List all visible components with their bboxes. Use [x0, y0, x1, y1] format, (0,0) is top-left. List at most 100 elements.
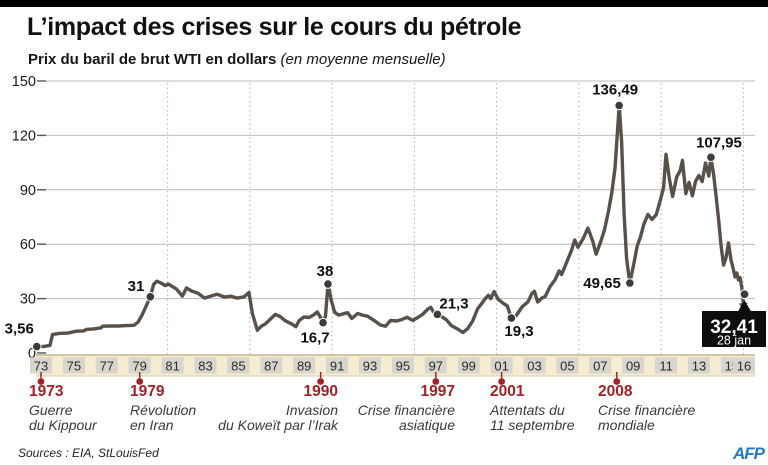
- x-axis-year-label: 89: [297, 359, 311, 374]
- year-tick-box: [359, 357, 381, 374]
- data-point-dot: [432, 309, 443, 320]
- x-axis-year-label: 97: [429, 359, 443, 374]
- callout-box: [702, 311, 766, 347]
- chart-subtitle: Prix du baril de brut WTI en dollars (en…: [28, 51, 446, 68]
- callout-date: 28 jan: [717, 334, 751, 348]
- crisis-line: du Kippour: [29, 416, 97, 433]
- x-axis-year-label: 85: [231, 359, 245, 374]
- crisis-line: Attentats du: [490, 402, 565, 418]
- year-tick-box: [490, 357, 513, 374]
- x-axis-year-label: 79: [132, 359, 146, 374]
- x-axis-year-label: 81: [165, 359, 179, 374]
- year-tick-box: [30, 357, 52, 374]
- latest-point-dot: [739, 289, 750, 300]
- crisis-annotation-2008: 2008 Crise financière mondiale: [598, 383, 748, 432]
- crisis-annotation-1990: 1990 Invasion du Koweït par l’Irak: [180, 383, 338, 432]
- y-axis-label: 120: [12, 128, 36, 144]
- crisis-year: 1979: [130, 383, 165, 400]
- year-tick-box: [161, 357, 184, 374]
- crisis-annotation-2001: 2001 Attentats du 11 septembre: [490, 383, 640, 432]
- year-tick-box: [260, 357, 283, 374]
- year-tick-box: [622, 357, 645, 374]
- data-point-dot: [506, 313, 517, 323]
- y-axis-label: 0: [28, 346, 36, 362]
- data-point-dot: [32, 341, 42, 352]
- y-axis-label: 60: [20, 237, 36, 253]
- crisis-year: 1997: [420, 383, 455, 400]
- crisis-year: 1973: [29, 383, 64, 400]
- crisis-line: asiatique: [398, 416, 455, 433]
- data-point-dot: [323, 279, 333, 289]
- year-tick-box: [556, 357, 579, 374]
- year-tick-box: [95, 357, 118, 374]
- crisis-line: mondiale: [598, 416, 655, 433]
- price-line: [35, 103, 746, 349]
- data-point-dot: [625, 278, 635, 288]
- page-title: L’impact des crises sur le cours du pétr…: [27, 13, 522, 41]
- crisis-dot: [136, 378, 144, 385]
- data-point-label: 19,3: [504, 323, 533, 340]
- crisis-line: Invasion: [285, 402, 338, 418]
- year-tick-box: [227, 357, 250, 374]
- x-axis-year-label: 07: [593, 359, 607, 374]
- year-tick-box: [457, 357, 480, 374]
- crisis-year: 2008: [598, 383, 633, 400]
- y-axis-label: 150: [12, 74, 36, 90]
- x-axis-year-label: 09: [626, 359, 640, 374]
- crisis-annotation-1979: 1979 Révolution en Iran: [130, 383, 280, 432]
- data-point-dot: [318, 317, 328, 328]
- crisis-line: du Koweït par l’Irak: [218, 416, 338, 433]
- x-axis-year-label: 87: [264, 359, 278, 374]
- x-axis-year-label: 77: [100, 359, 114, 374]
- data-point-dot: [706, 152, 716, 163]
- crisis-line: Guerre: [29, 402, 73, 418]
- x-axis-year-label: 83: [198, 359, 212, 374]
- x-axis-year-label: 91: [330, 359, 344, 374]
- top-black-bar: [0, 0, 768, 7]
- crisis-line: 11 septembre: [490, 416, 575, 433]
- year-tick-box: [326, 357, 349, 374]
- crisis-line: en Iran: [130, 416, 174, 433]
- year-tick-box: [391, 357, 414, 374]
- data-point-label: 3,56: [5, 321, 34, 338]
- data-point-dot: [145, 291, 156, 302]
- year-tick-box: [589, 357, 612, 374]
- crisis-year: 2001: [490, 383, 525, 400]
- crisis-line: Crise financière: [357, 402, 455, 418]
- data-point-label: 49,65: [583, 275, 621, 292]
- x-axis-year-label: 11: [659, 359, 673, 374]
- crisis-dot: [498, 378, 505, 385]
- x-axis-year-label: 99: [461, 359, 475, 374]
- data-point-label: 107,95: [696, 134, 742, 151]
- callout-pointer: [737, 300, 753, 313]
- crisis-line: Crise financière: [598, 402, 696, 418]
- x-axis-year-label: 73: [34, 359, 48, 374]
- year-tick-box: [62, 357, 85, 374]
- y-axis-label: 30: [20, 292, 36, 308]
- data-point-label: 38: [317, 263, 334, 280]
- year-tick-box: [194, 357, 217, 374]
- subtitle-italic: (en moyenne mensuelle): [276, 51, 446, 68]
- data-point-label: 136,49: [592, 82, 638, 99]
- crisis-year: 1990: [303, 383, 338, 400]
- crisis-annotation-1973: 1973 Guerre du Kippour: [29, 383, 179, 432]
- crisis-annotation-1997: 1997 Crise financière asiatique: [340, 383, 455, 432]
- year-tick-box: [293, 357, 316, 374]
- y-axis-label: 90: [20, 183, 36, 199]
- x-axis-year-label: 05: [560, 359, 574, 374]
- year-tick-box: [523, 357, 546, 374]
- sources-note: Sources : EIA, StLouisFed: [18, 446, 159, 460]
- x-axis-year-label: 16: [737, 359, 751, 374]
- crisis-dot: [37, 378, 45, 385]
- data-point-label: 21,3: [439, 295, 468, 312]
- year-tick-box: [424, 357, 447, 374]
- x-axis-year-label: 93: [363, 359, 377, 374]
- data-point-label: 31: [128, 278, 145, 295]
- x-axis-year-label: 13: [692, 359, 706, 374]
- year-tick-box: [733, 357, 755, 374]
- data-point-dot: [614, 100, 624, 111]
- crisis-line: Révolution: [130, 402, 197, 418]
- crisis-dot: [613, 378, 621, 385]
- callout-value: 32,41: [710, 317, 758, 338]
